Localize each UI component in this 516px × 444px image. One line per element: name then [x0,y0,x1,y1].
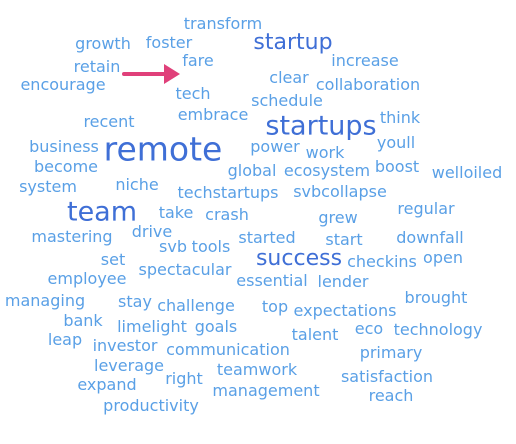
cloud-word: work [305,143,345,162]
cloud-word: welloiled [431,163,503,182]
cloud-word: satisfaction [340,367,434,386]
cloud-word: clear [269,68,309,87]
cloud-word: startup [253,30,333,55]
cloud-word: investor [92,336,158,355]
cloud-word: drive [131,222,173,241]
cloud-word: become [33,157,99,176]
cloud-word: downfall [396,228,464,247]
cloud-word: boost [374,157,420,176]
cloud-word: start [325,230,363,249]
cloud-word: eco [354,319,384,338]
cloud-word: brought [404,288,468,307]
cloud-word: limelight [117,317,187,336]
cloud-word: niche [115,175,159,194]
cloud-word: tools [191,237,231,256]
cloud-word: grew [318,208,358,227]
cloud-word: lender [317,272,369,291]
cloud-word: expand [77,375,137,394]
cloud-word: leap [47,330,83,349]
cloud-word: think [379,108,421,127]
cloud-word: top [261,297,289,316]
cloud-word: techstartups [177,183,279,202]
cloud-word: bank [63,311,103,330]
cloud-word: youll [376,133,416,152]
cloud-word: retain [73,57,121,76]
cloud-word: leverage [94,356,164,375]
cloud-word: growth [75,34,131,53]
cloud-word: tech [175,84,211,103]
cloud-word: talent [291,325,339,344]
cloud-word: collaboration [315,75,421,94]
cloud-word: regular [397,199,455,218]
cloud-word: team [66,196,138,228]
cloud-word: goals [194,317,238,336]
cloud-word: foster [145,33,193,52]
cloud-word: mastering [31,227,113,246]
cloud-word: remote [103,129,223,169]
cloud-word: increase [331,51,399,70]
cloud-word: teamwork [216,360,298,379]
cloud-word: management [212,381,320,400]
cloud-word: svbcollapse [293,182,387,201]
cloud-word: embrace [177,105,249,124]
cloud-word: system [19,177,77,196]
cloud-word: recent [83,112,135,131]
cloud-word: business [29,137,99,156]
cloud-word: set [100,250,126,269]
cloud-word: startups [265,110,377,142]
cloud-word: fare [182,51,214,70]
cloud-word: stay [118,292,152,311]
cloud-word: employee [47,269,127,288]
cloud-word: challenge [157,296,235,315]
cloud-word: expectations [293,301,397,320]
cloud-word: encourage [20,75,106,94]
cloud-word: svb [159,237,187,256]
cloud-word: essential [236,271,308,290]
cloud-word: managing [4,291,86,310]
cloud-word: power [250,137,300,156]
cloud-word: success [255,246,343,271]
cloud-word: ecosystem [283,161,371,180]
cloud-word: crash [205,205,249,224]
cloud-word: right [165,369,203,388]
cloud-word: started [238,228,296,247]
cloud-word: technology [393,320,483,339]
cloud-word: transform [183,14,263,33]
cloud-word: checkins [347,252,417,271]
cloud-word: reach [368,386,414,405]
cloud-word: global [227,161,277,180]
cloud-word: primary [359,343,423,362]
cloud-word: productivity [103,396,199,415]
cloud-word: open [423,248,463,267]
cloud-word: take [158,203,194,222]
cloud-word: communication [166,340,290,359]
cloud-word: spectacular [138,260,232,279]
cloud-word: schedule [251,91,323,110]
